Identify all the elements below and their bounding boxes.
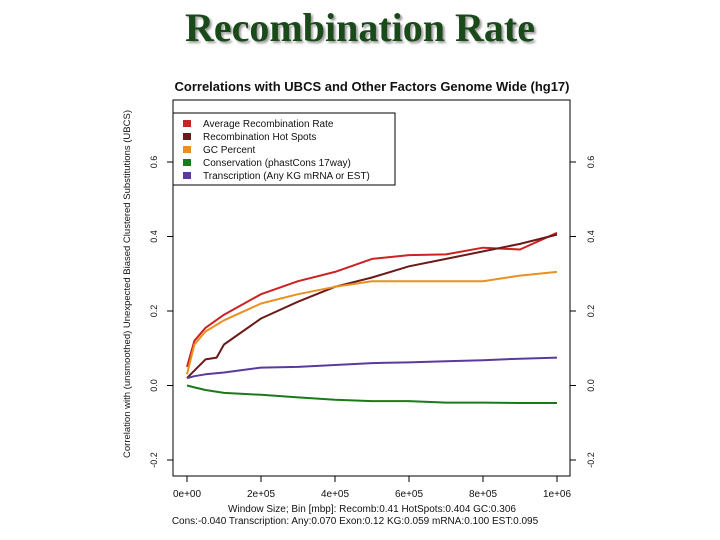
legend-label: Transcription (Any KG mRNA or EST) [203, 171, 370, 182]
x-tick-label: 4e+05 [321, 489, 350, 500]
y-tick-label-right: 0.4 [586, 230, 596, 243]
series-line-4 [186, 356, 558, 380]
series-line-2 [186, 270, 558, 375]
y-tick-label-left: 0.6 [149, 156, 159, 169]
x-axis: 0e+00 2e+05 4e+05 6e+05 8e+05 1e+06 [173, 476, 572, 500]
y-tick-label-right: 0.0 [586, 379, 596, 392]
legend-swatch [183, 172, 191, 179]
y-tick-label-right: 0.2 [586, 305, 596, 318]
x-tick-label: 0e+00 [173, 489, 202, 500]
y-tick-label-left: 0.4 [149, 230, 159, 243]
legend: Average Recombination Rate Recombination … [172, 112, 396, 186]
series-line-0 [186, 231, 558, 368]
x-axis-label-line-2: Cons:-0.040 Transcription: Any:0.070 Exo… [172, 516, 539, 527]
legend-label: GC Percent [203, 145, 255, 156]
legend-swatch [183, 146, 191, 153]
series-line-1 [186, 233, 558, 379]
legend-swatch [183, 159, 191, 166]
y-axis-label: Correlation with (unsmoothed) Unexpected… [122, 110, 133, 458]
legend-swatch [183, 133, 191, 140]
x-tick-label: 1e+06 [543, 489, 572, 500]
legend-swatch [183, 120, 191, 127]
y-tick-label-right: 0.6 [586, 156, 596, 169]
slide-title: Recombination Rate [185, 5, 535, 50]
legend-label: Average Recombination Rate [203, 119, 334, 130]
y-tick-label-right: -0.2 [586, 452, 596, 468]
series-line-3 [186, 384, 557, 404]
y-tick-label-left: -0.2 [149, 452, 159, 468]
x-tick-label: 2e+05 [247, 489, 276, 500]
x-axis-label-line-1: Window Size; Bin [mbp]: Recomb:0.41 HotS… [228, 504, 516, 515]
series-layer [186, 231, 558, 404]
legend-box [172, 112, 396, 186]
chart-title: Correlations with UBCS and Other Factors… [175, 79, 570, 94]
y-tick-label-left: 0.0 [149, 379, 159, 392]
x-tick-label: 8e+05 [469, 489, 498, 500]
y-axis: -0.2 -0.2 0.0 0.0 0.2 0.2 0.4 0.4 0.6 0.6 [149, 156, 596, 468]
y-tick-label-left: 0.2 [149, 305, 159, 318]
legend-label: Conservation (phastCons 17way) [203, 158, 351, 169]
legend-label: Recombination Hot Spots [203, 132, 316, 143]
x-tick-label: 6e+05 [395, 489, 424, 500]
